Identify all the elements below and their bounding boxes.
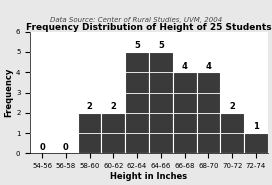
Y-axis label: Frequency: Frequency [4,68,13,117]
Text: 0: 0 [63,143,69,152]
Text: Data Source: Center of Rural Studies, UVM, 2004: Data Source: Center of Rural Studies, UV… [50,17,222,23]
Text: 2: 2 [87,102,92,111]
Text: 1: 1 [253,122,259,131]
Text: 0: 0 [39,143,45,152]
Title: Frequency Distribution of Height of 25 Students: Frequency Distribution of Height of 25 S… [26,23,272,32]
Bar [125,52,149,153]
Bar [173,72,197,153]
Bar [220,113,244,153]
Text: 5: 5 [134,41,140,50]
Bar [101,113,125,153]
Text: 5: 5 [158,41,164,50]
Bar [78,113,101,153]
Bar [197,72,220,153]
X-axis label: Height in Inches: Height in Inches [110,172,188,181]
Bar [244,133,268,153]
Bar [149,52,173,153]
Text: 2: 2 [229,102,235,111]
Text: 2: 2 [110,102,116,111]
Text: 4: 4 [205,62,211,71]
Text: 4: 4 [182,62,188,71]
